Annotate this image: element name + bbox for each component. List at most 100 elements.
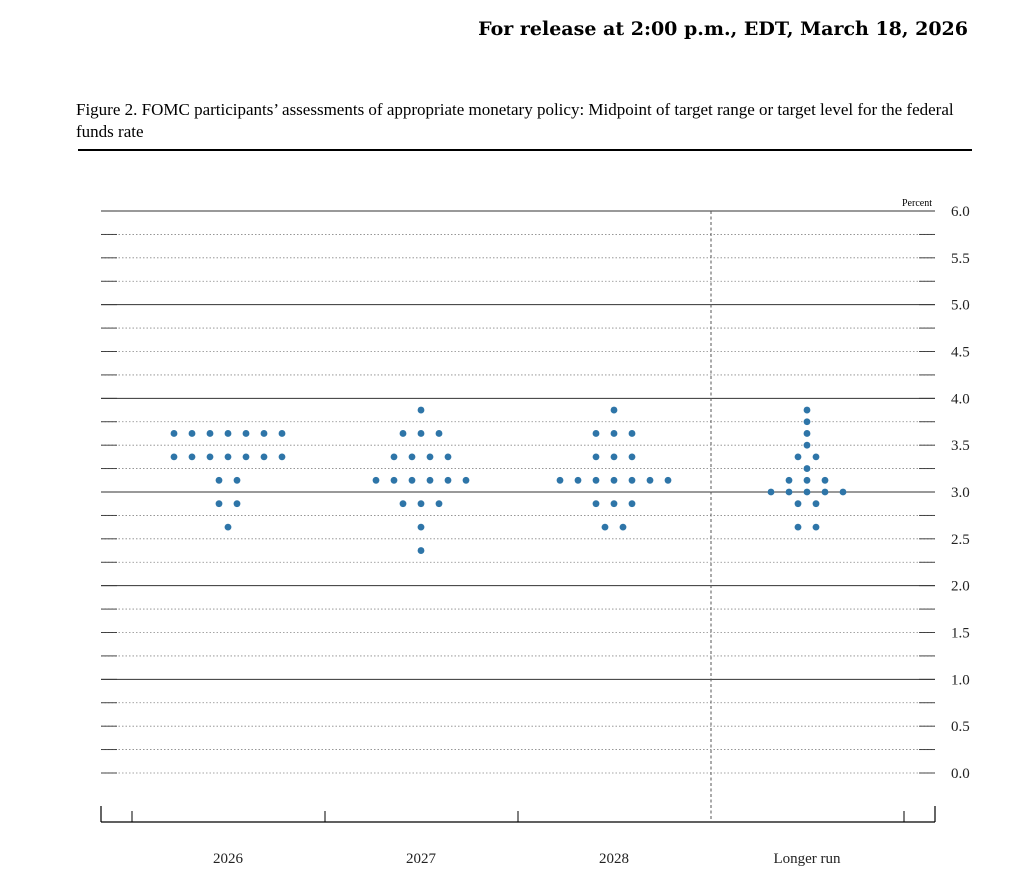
participant-dot <box>628 430 636 437</box>
participant-dot <box>372 476 380 484</box>
y-tick-label: 3.5 <box>951 438 970 454</box>
participant-dot <box>278 453 286 461</box>
participant-dot <box>408 476 416 484</box>
participant-dot <box>610 500 618 508</box>
axes: 0.0 0.5 1.0 1.5 2.0 2.5 3.0 3.5 4.0 4.5 5.0 5.5 6.0 2… <box>100 204 970 867</box>
participant-dot <box>592 476 600 484</box>
participant-dot <box>242 453 250 461</box>
title-rule <box>78 149 972 151</box>
y-tick-label: 0.0 <box>951 766 970 782</box>
y-tick-label: 2.5 <box>951 532 970 548</box>
participant-dot <box>417 430 425 437</box>
y-tick-label: 2.0 <box>951 579 970 595</box>
participant-dot <box>821 476 829 484</box>
participant-dot <box>435 430 443 437</box>
participant-dot <box>767 488 775 496</box>
y-tick-label: 3.0 <box>951 485 970 501</box>
participant-dot <box>462 476 470 484</box>
participant-dot <box>812 453 820 461</box>
participant-dot <box>803 441 811 449</box>
participant-dot <box>812 500 820 508</box>
participant-dot <box>233 476 241 484</box>
participant-dot <box>556 476 564 484</box>
participant-dot <box>592 500 600 508</box>
participant-dot <box>592 453 600 461</box>
participant-dot <box>188 430 196 437</box>
participant-dot <box>803 488 811 496</box>
participant-dot <box>610 476 618 484</box>
participant-dot <box>170 453 178 461</box>
participant-dot <box>399 500 407 508</box>
participant-dot <box>646 476 654 484</box>
y-tick-label: 4.0 <box>951 391 970 407</box>
participant-dot <box>278 430 286 437</box>
participant-dot <box>417 406 425 414</box>
participant-dot <box>417 547 425 554</box>
y-tick-label: 1.0 <box>951 672 970 688</box>
participant-dot <box>260 430 268 437</box>
figure-title: Figure 2. FOMC participants’ assessments… <box>76 100 954 141</box>
participant-dot <box>426 476 434 484</box>
participant-dot <box>601 523 609 531</box>
participant-dot <box>610 406 618 414</box>
participant-dot <box>794 500 802 508</box>
y-axis-unit-label: Percent <box>902 198 932 209</box>
participant-dot <box>794 453 802 461</box>
participant-dot <box>574 476 582 484</box>
participant-dot <box>628 453 636 461</box>
participant-dot <box>224 430 232 437</box>
participant-dot <box>242 430 250 437</box>
participant-dot <box>224 453 232 461</box>
participant-dot <box>417 523 425 531</box>
participant-dot <box>794 523 802 531</box>
participant-dot <box>206 453 214 461</box>
participant-dot <box>390 453 398 461</box>
participant-dot <box>215 476 223 484</box>
y-tick-label: 5.5 <box>951 251 970 267</box>
participant-dot <box>435 500 443 508</box>
participant-dot <box>664 476 672 484</box>
participant-dot <box>803 406 811 414</box>
participant-dot <box>426 453 434 461</box>
participant-dot <box>785 488 793 496</box>
participant-dot <box>260 453 268 461</box>
participant-dot <box>803 418 811 426</box>
participant-dot <box>170 430 178 437</box>
participant-dot <box>610 430 618 437</box>
gridlines <box>101 210 935 774</box>
participant-dot <box>408 453 416 461</box>
participant-dot <box>803 465 811 472</box>
y-tick-label: 5.0 <box>951 298 970 314</box>
participant-dot <box>215 500 223 508</box>
participant-dot <box>188 453 196 461</box>
participant-dot <box>444 476 452 484</box>
participant-dot <box>233 500 241 508</box>
participant-dot <box>399 430 407 437</box>
participant-dot <box>206 430 214 437</box>
participant-dot <box>417 500 425 508</box>
dots <box>170 406 847 554</box>
participant-dot <box>390 476 398 484</box>
y-tick-label: 1.5 <box>951 626 970 642</box>
participant-dot <box>785 476 793 484</box>
y-tick-label: 4.5 <box>951 345 970 361</box>
participant-dot <box>812 523 820 531</box>
participant-dot <box>803 476 811 484</box>
release-text: For release at 2:00 p.m., EDT, March 18,… <box>478 18 968 40</box>
x-category-label: 2028 <box>599 851 629 867</box>
participant-dot <box>803 430 811 437</box>
y-tick-label: 6.0 <box>951 204 970 220</box>
y-tick-label: 0.5 <box>951 719 970 735</box>
participant-dot <box>821 488 829 496</box>
participant-dot <box>444 453 452 461</box>
x-category-label: 2027 <box>406 851 437 867</box>
participant-dot <box>839 488 847 496</box>
participant-dot <box>628 476 636 484</box>
participant-dot <box>224 523 232 531</box>
participant-dot <box>619 523 627 531</box>
participant-dot <box>628 500 636 508</box>
participant-dot <box>610 453 618 461</box>
x-category-label: Longer run <box>773 851 841 867</box>
x-category-label: 2026 <box>213 851 244 867</box>
